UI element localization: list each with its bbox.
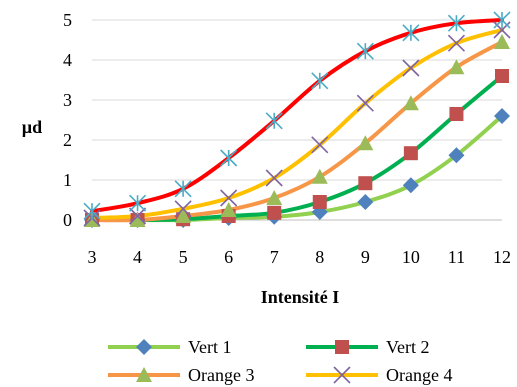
data-point (311, 168, 328, 184)
data-point (84, 212, 100, 227)
marker-stroke (356, 94, 374, 112)
data-point (402, 177, 419, 194)
data-point (494, 34, 510, 49)
marker-stroke (311, 136, 329, 154)
marker-stroke (220, 189, 238, 207)
y-tick-label: 3 (63, 90, 72, 110)
data-point (357, 194, 374, 210)
legend-item: Vert 1 (108, 337, 232, 357)
data-point (493, 11, 511, 29)
data-point (128, 194, 147, 212)
data-point (265, 169, 283, 187)
legend-marker (335, 340, 349, 354)
legend-label: Orange 4 (386, 365, 452, 385)
data-point (447, 14, 466, 32)
marker-stroke (128, 207, 147, 225)
series-line-1 (90, 114, 504, 223)
data-point (402, 24, 420, 42)
data-point (220, 189, 238, 207)
y-tick-label: 2 (63, 130, 72, 150)
y-tick-label: 1 (63, 170, 72, 190)
x-tick-label: 11 (448, 247, 465, 267)
series-markers (83, 11, 511, 228)
legend-label: Vert 1 (188, 337, 232, 357)
x-tick-label: 10 (402, 247, 420, 267)
legend-item: Orange 4 (306, 365, 452, 385)
legend: Vert 1 Vert 2 Orange 3 Orange 4 (108, 337, 452, 385)
data-point (358, 176, 373, 191)
x-tick-label: 6 (224, 247, 233, 267)
data-point (448, 147, 465, 164)
legend-marker (136, 367, 152, 382)
data-point (402, 59, 420, 77)
data-point (266, 190, 283, 205)
marker-stroke (265, 169, 283, 187)
y-tick-label: 0 (63, 210, 72, 230)
legend-marker (333, 366, 351, 384)
data-point (220, 149, 238, 167)
x-tick-label: 3 (88, 247, 97, 267)
data-point (494, 108, 510, 124)
data-point (129, 212, 146, 227)
legend-label: Vert 2 (386, 337, 430, 357)
data-point (402, 95, 419, 111)
x-tick-label: 9 (361, 247, 370, 267)
data-point (312, 195, 327, 209)
x-tick-label: 4 (133, 247, 142, 267)
data-point (356, 42, 374, 60)
legend-item: Orange 3 (108, 365, 254, 385)
data-point (447, 34, 466, 52)
series-line-4 (90, 28, 504, 220)
data-point (128, 207, 147, 225)
legend-marker (136, 339, 152, 355)
x-tick-label: 12 (493, 247, 511, 267)
data-point (174, 200, 192, 218)
data-point (220, 202, 237, 217)
series-line-5 (90, 18, 504, 214)
legend-item: Vert 2 (306, 337, 430, 357)
legend-label: Orange 3 (188, 365, 254, 385)
series-line-3 (90, 40, 504, 223)
data-point (448, 59, 465, 75)
y-tick-label: 5 (63, 10, 72, 30)
data-point (175, 208, 192, 223)
data-point (174, 180, 192, 198)
data-point (495, 69, 509, 83)
data-point (357, 135, 374, 151)
series-lines (90, 18, 504, 223)
x-tick-label: 7 (270, 247, 279, 267)
marker-stroke (447, 34, 466, 52)
y-tick-labels: 0 1 2 3 4 5 (63, 10, 72, 230)
data-point (83, 202, 101, 220)
data-point (403, 146, 418, 161)
x-tick-label: 5 (179, 247, 188, 267)
data-point (311, 136, 329, 154)
y-axis-title: µd (22, 117, 42, 137)
x-axis-title: Intensité I (261, 287, 340, 307)
data-point (449, 107, 464, 121)
x-tick-labels: 3 4 5 6 7 8 9 10 11 12 (88, 247, 512, 267)
x-tick-label: 8 (315, 247, 324, 267)
y-tick-label: 4 (63, 50, 72, 70)
data-point (267, 205, 282, 220)
data-point (356, 94, 374, 112)
marker-stroke (174, 200, 192, 218)
data-point (265, 112, 283, 130)
data-point (311, 72, 329, 90)
marker-stroke (333, 366, 351, 384)
marker-stroke (402, 59, 420, 77)
